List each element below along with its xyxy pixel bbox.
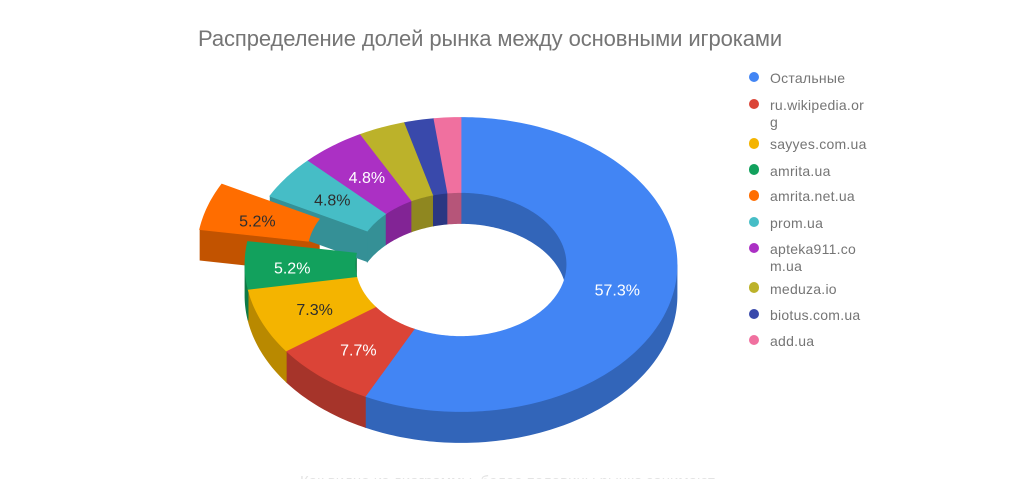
svg-text:4.8%: 4.8%: [349, 170, 385, 187]
svg-text:5.2%: 5.2%: [239, 213, 275, 230]
svg-text:7.7%: 7.7%: [340, 343, 376, 360]
svg-text:5.2%: 5.2%: [274, 261, 310, 278]
svg-text:7.3%: 7.3%: [296, 302, 332, 319]
svg-text:57.3%: 57.3%: [595, 283, 640, 300]
svg-text:4.8%: 4.8%: [314, 192, 350, 209]
